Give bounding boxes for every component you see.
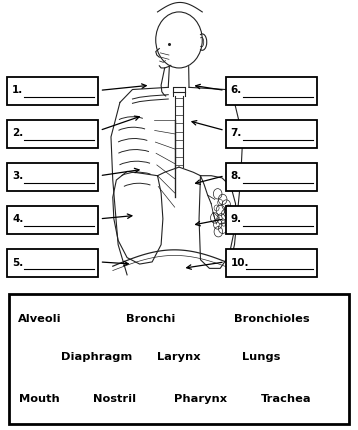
Bar bbox=[226, 120, 317, 148]
Bar bbox=[226, 249, 317, 277]
Text: Diaphragm: Diaphragm bbox=[61, 351, 132, 362]
Text: 5.: 5. bbox=[12, 257, 23, 267]
Bar bbox=[7, 163, 98, 191]
Text: Pharynx: Pharynx bbox=[174, 393, 227, 403]
Bar bbox=[226, 163, 317, 191]
Bar bbox=[7, 120, 98, 148]
Bar bbox=[7, 77, 98, 105]
Text: Lungs: Lungs bbox=[242, 351, 281, 362]
Bar bbox=[226, 77, 317, 105]
Text: 7.: 7. bbox=[231, 128, 242, 138]
Text: Trachea: Trachea bbox=[261, 393, 312, 403]
Bar bbox=[7, 206, 98, 234]
Text: 8.: 8. bbox=[231, 171, 242, 181]
Text: Bronchioles: Bronchioles bbox=[234, 313, 310, 323]
Text: 3.: 3. bbox=[12, 171, 23, 181]
Text: Alveoli: Alveoli bbox=[18, 313, 61, 323]
Text: 4.: 4. bbox=[12, 214, 24, 224]
Text: Mouth: Mouth bbox=[19, 393, 60, 403]
Text: 10.: 10. bbox=[231, 257, 249, 267]
Text: 9.: 9. bbox=[231, 214, 242, 224]
Bar bbox=[9, 295, 349, 424]
Bar bbox=[226, 206, 317, 234]
Text: 2.: 2. bbox=[12, 128, 23, 138]
Bar bbox=[7, 249, 98, 277]
Text: Bronchi: Bronchi bbox=[126, 313, 175, 323]
Text: Nostril: Nostril bbox=[93, 393, 136, 403]
Text: Larynx: Larynx bbox=[157, 351, 201, 362]
Text: 6.: 6. bbox=[231, 85, 242, 95]
Text: 1.: 1. bbox=[12, 85, 23, 95]
